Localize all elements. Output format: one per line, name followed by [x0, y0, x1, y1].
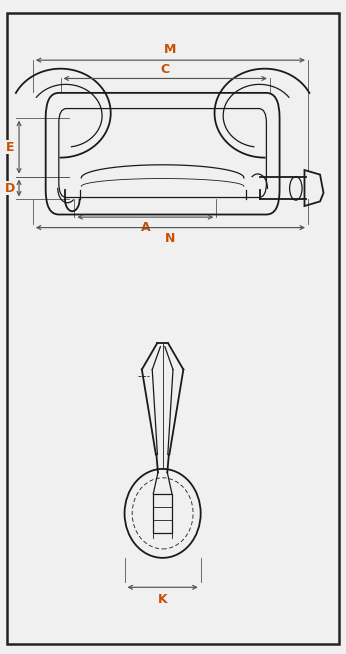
Text: A: A	[140, 221, 150, 234]
Text: M: M	[164, 43, 176, 56]
Text: C: C	[161, 63, 170, 76]
Text: N: N	[165, 232, 175, 245]
FancyBboxPatch shape	[7, 13, 339, 644]
Text: D: D	[5, 182, 16, 194]
Text: K: K	[158, 593, 167, 606]
Bar	[153, 494, 172, 533]
Text: E: E	[6, 141, 15, 154]
